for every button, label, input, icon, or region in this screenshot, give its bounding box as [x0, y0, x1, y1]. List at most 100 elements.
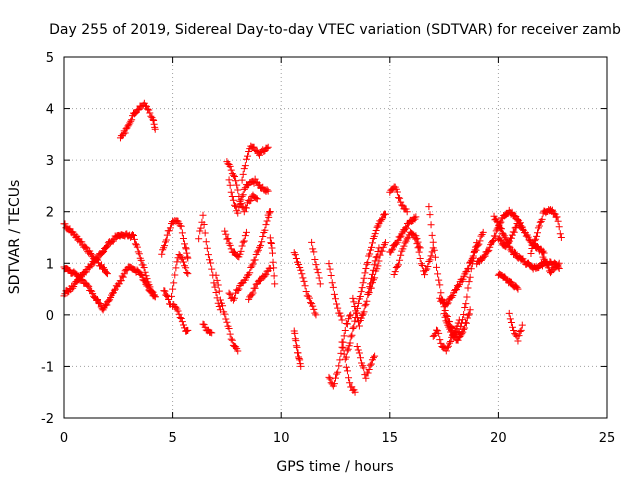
- series-t7: [169, 301, 192, 335]
- series-t19: [290, 249, 320, 319]
- data-point: [381, 239, 389, 247]
- data-point: [510, 228, 518, 236]
- data-point: [228, 336, 236, 344]
- data-point: [366, 250, 374, 258]
- data-point: [184, 254, 192, 262]
- data-point: [362, 264, 370, 272]
- data-point: [513, 284, 521, 292]
- data-point: [208, 265, 216, 273]
- data-point: [99, 264, 107, 272]
- chart-title: Day 255 of 2019, Sidereal Day-to-day VTE…: [49, 22, 621, 38]
- data-point: [381, 210, 389, 218]
- data-point: [339, 344, 347, 352]
- data-point: [135, 250, 143, 258]
- data-point: [484, 248, 492, 256]
- data-point: [251, 256, 259, 264]
- data-point: [506, 315, 514, 323]
- data-point: [346, 339, 354, 347]
- data-point: [173, 258, 181, 266]
- data-point: [509, 323, 517, 331]
- data-point: [242, 228, 250, 236]
- data-point: [434, 270, 442, 278]
- data-point: [416, 254, 424, 262]
- data-point: [476, 237, 484, 245]
- data-point: [333, 370, 341, 378]
- series-t28: [386, 183, 411, 216]
- x-tick-label: 20: [490, 431, 507, 446]
- data-point: [436, 336, 444, 344]
- data-point: [460, 310, 468, 318]
- series-t17: [266, 234, 279, 288]
- data-point: [270, 264, 278, 272]
- data-point: [511, 224, 519, 232]
- data-point: [240, 237, 248, 245]
- data-point: [178, 229, 186, 237]
- data-point: [150, 292, 158, 300]
- data-point: [201, 229, 209, 237]
- data-point: [335, 362, 343, 370]
- data-point: [345, 374, 353, 382]
- data-point: [128, 116, 136, 124]
- data-point: [329, 283, 337, 291]
- data-point: [403, 224, 411, 232]
- data-point: [183, 253, 191, 261]
- data-point: [362, 300, 370, 308]
- data-point: [496, 236, 504, 244]
- data-point: [216, 296, 224, 304]
- data-point: [133, 243, 141, 251]
- data-point: [346, 312, 354, 320]
- data-point: [103, 242, 111, 250]
- data-point: [348, 331, 356, 339]
- data-point: [388, 246, 396, 254]
- data-point: [184, 326, 192, 334]
- y-tick-label: 0: [46, 309, 54, 324]
- data-point: [313, 265, 321, 273]
- data-point: [231, 201, 239, 209]
- data-point: [400, 242, 408, 250]
- data-point: [292, 337, 300, 345]
- data-point: [269, 258, 277, 266]
- data-point: [134, 106, 142, 114]
- data-point: [244, 152, 252, 160]
- data-point: [371, 230, 379, 238]
- data-point: [444, 299, 452, 307]
- data-point: [349, 294, 357, 302]
- data-point: [432, 263, 440, 271]
- data-point: [371, 274, 379, 282]
- data-point: [120, 270, 128, 278]
- data-point: [533, 229, 541, 237]
- data-point: [263, 144, 271, 152]
- data-point: [177, 315, 185, 323]
- series-t10: [212, 271, 242, 355]
- data-point: [333, 300, 341, 308]
- data-point: [422, 266, 430, 274]
- data-point: [469, 252, 477, 260]
- data-point: [455, 316, 463, 324]
- data-point: [259, 233, 267, 241]
- data-point: [82, 243, 90, 251]
- data-point: [176, 222, 184, 230]
- data-point: [365, 366, 373, 374]
- series-t27: [364, 239, 389, 298]
- data-point: [343, 347, 351, 355]
- data-point: [538, 215, 546, 223]
- data-point: [356, 292, 364, 300]
- data-point: [372, 253, 380, 261]
- data-point: [130, 235, 138, 243]
- data-point: [535, 222, 543, 230]
- data-point: [266, 264, 274, 272]
- data-point: [309, 245, 317, 253]
- data-point: [475, 240, 483, 248]
- series-t11: [221, 227, 250, 261]
- data-point: [538, 248, 546, 256]
- data-point: [231, 173, 239, 181]
- x-tick-label: 5: [168, 431, 176, 446]
- data-point: [342, 353, 350, 361]
- data-point: [138, 271, 146, 279]
- data-point: [462, 319, 470, 327]
- data-point: [415, 248, 423, 256]
- data-point: [221, 227, 229, 235]
- data-point: [83, 244, 91, 252]
- data-point: [554, 261, 562, 269]
